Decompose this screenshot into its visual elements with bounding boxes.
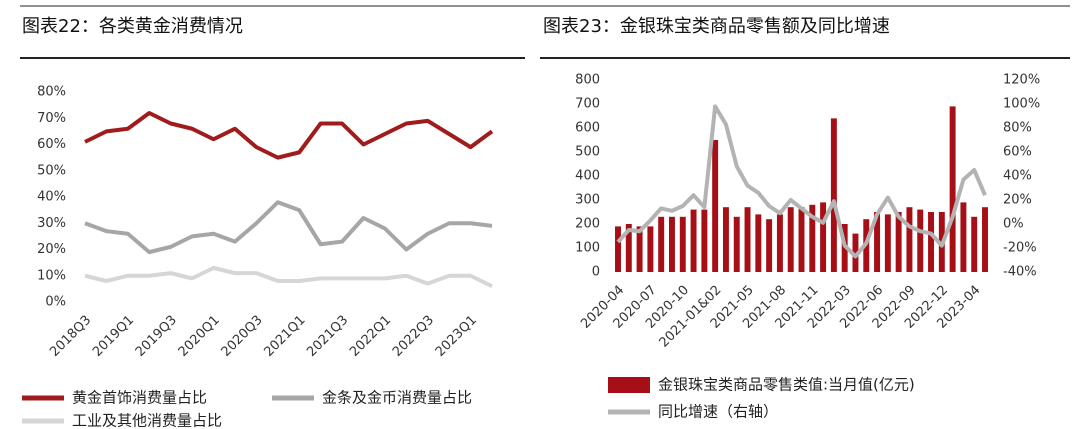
y2-tick-label: 0% <box>1003 217 1024 232</box>
bar <box>755 214 762 272</box>
series-line <box>84 111 494 160</box>
legend-label: 金条及金币消费量占比 <box>322 389 472 407</box>
y2-tick-label: -40% <box>1003 265 1037 280</box>
bar <box>766 219 773 272</box>
y2-tick-label: -20% <box>1003 241 1037 256</box>
chart-title: 图表22：各类黄金消费情况 <box>22 16 243 37</box>
chart-title: 图表23：金银珠宝类商品零售额及同比增速 <box>543 16 890 37</box>
x-tick-label: 2022Q3 <box>390 313 437 360</box>
y-tick-label: 80% <box>37 85 66 100</box>
series-line <box>616 104 987 259</box>
y-tick-label: 700 <box>575 97 600 112</box>
y2-tick-label: 100% <box>1003 97 1040 112</box>
bar <box>615 226 621 272</box>
legend-label: 金银珠宝类商品零售类值:当月值(亿元) <box>658 376 915 394</box>
x-tick-label: 2020Q3 <box>219 313 266 360</box>
x-tick-label: 2021Q1 <box>261 313 308 360</box>
bar <box>982 207 988 272</box>
bar <box>830 118 837 273</box>
y-tick-label: 0% <box>45 295 66 310</box>
series-line <box>84 200 493 255</box>
bar <box>679 216 686 272</box>
y-tick-label: 300 <box>575 193 600 208</box>
legend-label: 同比增速（右轴） <box>658 403 778 421</box>
bar <box>852 233 859 272</box>
y-tick-label: 600 <box>575 121 600 136</box>
y2-tick-label: 80% <box>1003 121 1032 136</box>
bar <box>820 202 827 272</box>
y-tick-label: 30% <box>37 216 66 231</box>
bar <box>971 216 978 272</box>
y2-tick-label: 60% <box>1003 145 1032 160</box>
y2-tick-label: 20% <box>1003 193 1032 208</box>
y-tick-label: 400 <box>575 169 600 184</box>
y-tick-label: 50% <box>37 163 66 178</box>
series-line <box>84 265 493 289</box>
x-tick-label: 2023Q1 <box>433 313 480 360</box>
x-tick-label: 2022Q1 <box>347 313 394 360</box>
bar <box>884 214 891 272</box>
x-tick-label: 2018Q3 <box>47 313 94 360</box>
legend-label: 黄金首饰消费量占比 <box>72 389 207 407</box>
y-tick-label: 40% <box>37 190 66 205</box>
y2-tick-label: 120% <box>1003 73 1040 88</box>
y-tick-label: 10% <box>37 268 66 283</box>
bar <box>928 212 934 272</box>
bar <box>960 202 967 272</box>
y-tick-label: 60% <box>37 137 66 152</box>
bar <box>787 207 794 272</box>
bar <box>647 226 654 272</box>
bar <box>625 224 632 272</box>
bar <box>658 216 665 272</box>
bar <box>712 140 719 272</box>
bar <box>895 212 902 272</box>
bar <box>722 207 729 272</box>
y-tick-label: 500 <box>575 145 600 160</box>
bar <box>874 212 881 272</box>
bar <box>733 216 740 272</box>
bar <box>798 207 805 272</box>
y-tick-label: 200 <box>575 217 600 232</box>
bar <box>636 226 643 272</box>
bar <box>906 207 913 272</box>
bar <box>949 106 956 273</box>
bar <box>701 209 708 272</box>
x-tick-label: 2019Q3 <box>133 313 180 360</box>
y-tick-label: 0 <box>592 265 600 280</box>
y2-tick-label: 40% <box>1003 169 1032 184</box>
y-tick-label: 100 <box>575 241 600 256</box>
bar <box>669 216 675 272</box>
bar <box>809 204 816 272</box>
x-tick-label: 2021Q3 <box>304 313 351 360</box>
x-tick-label: 2019Q1 <box>90 313 137 360</box>
bar <box>690 209 697 272</box>
bar <box>776 214 783 272</box>
bar <box>917 209 924 272</box>
y-tick-label: 800 <box>575 73 600 88</box>
legend-label: 工业及其他消费量占比 <box>72 412 222 429</box>
bar <box>744 207 751 272</box>
x-tick-label: 2020Q1 <box>176 313 223 360</box>
y-tick-label: 20% <box>37 242 66 257</box>
y-tick-label: 70% <box>37 111 66 126</box>
legend-swatch <box>608 377 650 393</box>
